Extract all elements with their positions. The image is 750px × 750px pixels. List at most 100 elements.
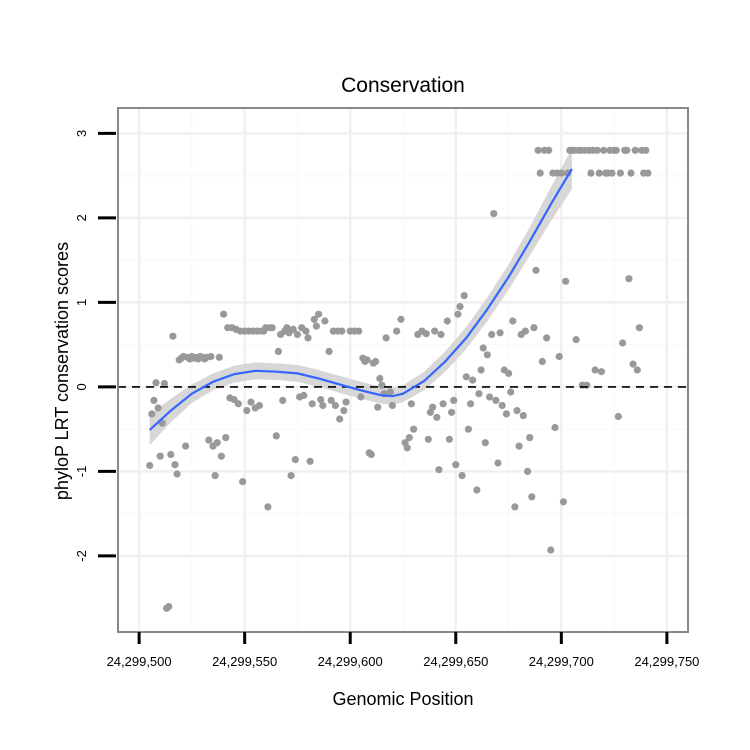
data-point [437, 330, 445, 339]
data-point [372, 357, 380, 366]
data-point [325, 347, 333, 355]
data-point [264, 503, 272, 511]
y-axis: 3 2 1 0 -1 -2 [74, 130, 116, 562]
data-point [498, 401, 506, 410]
data-point [547, 546, 555, 554]
data-point [587, 169, 595, 177]
y-tick-label: 1 [74, 299, 89, 306]
data-point [319, 401, 327, 410]
data-point [448, 408, 456, 416]
data-point [450, 396, 458, 404]
y-tick-label: 2 [74, 214, 89, 221]
data-point [583, 381, 591, 389]
data-point [452, 461, 460, 469]
x-tick-label: 24,299,650 [423, 654, 488, 669]
data-point [410, 425, 418, 433]
data-point [160, 379, 168, 388]
data-point [616, 169, 625, 177]
data-point [460, 292, 468, 300]
data-point [538, 357, 546, 366]
data-point [619, 339, 627, 347]
data-point [597, 368, 606, 376]
data-point [424, 435, 432, 443]
data-point [557, 169, 565, 177]
data-point [559, 498, 568, 506]
data-point [363, 356, 371, 364]
data-point [496, 329, 504, 337]
data-point [612, 146, 620, 154]
data-point [627, 169, 635, 177]
y-tick-label: 0 [74, 383, 89, 390]
data-point [445, 435, 453, 443]
data-point [376, 374, 384, 383]
data-point [614, 412, 622, 421]
data-point [458, 472, 466, 480]
data-point [150, 396, 158, 404]
data-point [407, 400, 415, 408]
data-point [454, 310, 462, 318]
data-point [336, 415, 344, 423]
data-point [469, 376, 477, 384]
panel-border [117, 107, 689, 633]
data-point [154, 404, 162, 412]
x-axis-title: Genomic Position [332, 689, 473, 709]
data-point [388, 401, 396, 410]
data-point [315, 310, 323, 318]
data-point [439, 400, 447, 408]
data-point [483, 351, 491, 359]
y-axis-title: phyloP LRT conservation scores [52, 242, 72, 500]
data-point [631, 146, 639, 154]
data-point [488, 330, 496, 339]
data-point [268, 324, 276, 332]
data-point [507, 388, 515, 396]
data-point [152, 379, 160, 387]
data-point [555, 352, 563, 361]
data-point [644, 169, 652, 177]
data-point [532, 266, 540, 274]
data-point [222, 434, 230, 442]
data-point [642, 146, 650, 154]
y-tick-label: 3 [74, 130, 89, 137]
data-point [477, 366, 485, 374]
data-point [310, 315, 318, 323]
data-point [279, 396, 287, 404]
data-point [530, 324, 538, 332]
data-point [211, 472, 219, 480]
data-point [633, 366, 641, 374]
data-point [156, 452, 164, 460]
data-point [146, 461, 154, 470]
data-point [475, 390, 483, 398]
data-point [479, 344, 487, 352]
data-point [213, 439, 221, 447]
data-point [545, 146, 553, 154]
data-point [182, 442, 190, 450]
data-point [397, 315, 405, 323]
data-point [462, 373, 470, 381]
data-point [513, 407, 521, 415]
data-point [492, 396, 500, 404]
data-point [355, 327, 363, 335]
data-point [243, 407, 251, 415]
smooth-line [148, 168, 573, 431]
data-point [591, 366, 599, 374]
data-point [486, 393, 494, 401]
data-point [467, 400, 475, 408]
data-point [215, 353, 223, 361]
major-grid [118, 108, 688, 632]
data-point [300, 391, 308, 399]
data-point [403, 444, 411, 452]
data-point [490, 210, 498, 218]
data-point [340, 407, 348, 415]
data-point [374, 403, 382, 411]
data-point [386, 388, 394, 396]
data-point [331, 401, 339, 410]
data-points [146, 146, 652, 612]
data-point [435, 466, 443, 474]
data-point [524, 467, 532, 475]
data-point [169, 332, 177, 340]
data-point [629, 360, 637, 368]
data-point [502, 410, 510, 418]
data-point [526, 434, 534, 442]
data-point [308, 400, 316, 408]
